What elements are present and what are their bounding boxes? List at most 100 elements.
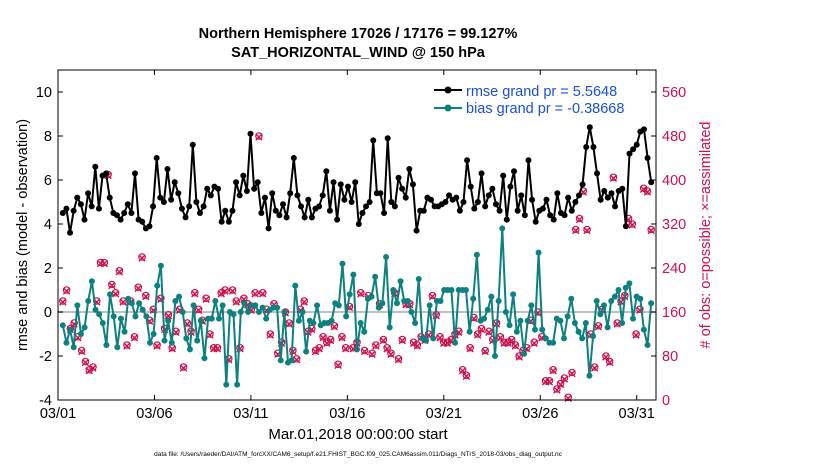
obs-assimilated-marker [485, 328, 493, 337]
rmse-point [168, 196, 175, 203]
bias-point [99, 320, 106, 326]
rmse-point [388, 199, 395, 205]
obs-assimilated-stroke [639, 185, 648, 194]
bias-point [88, 278, 95, 285]
obs-assimilated-stroke [134, 284, 142, 293]
bias-point [252, 302, 259, 309]
rmse-point [276, 212, 283, 219]
bias-point [568, 295, 575, 302]
bias-point [165, 317, 172, 324]
rmse-point [565, 194, 572, 201]
rmse-point [294, 192, 301, 199]
obs-assimilated-stroke [413, 342, 422, 350]
obs-possible-marker [108, 280, 116, 289]
x-tick-label: 03/26 [522, 406, 558, 422]
rmse-point [222, 207, 229, 214]
obs-possible-marker [111, 288, 120, 297]
obs-assimilated-stroke [477, 325, 486, 334]
obs-assimilated-marker [466, 345, 474, 353]
rmse-point [442, 199, 449, 205]
rmse-point [420, 207, 427, 214]
obs-assimilated-stroke [605, 358, 614, 367]
obs-possible-marker [372, 341, 380, 349]
bias-point [157, 262, 164, 269]
bias-point [132, 313, 139, 320]
rmse-point [193, 199, 200, 205]
obs-possible-marker [549, 365, 557, 374]
rmse-point [489, 185, 496, 192]
rmse-point [601, 188, 608, 194]
bias-point [611, 293, 618, 300]
obs-assimilated-marker [255, 133, 263, 141]
bias-point [128, 300, 135, 307]
obs-assimilated-marker [639, 185, 648, 194]
rmse-point [366, 199, 373, 205]
obs-assimilated-stroke [560, 375, 569, 383]
rmse-point [171, 179, 178, 186]
rmse-point [265, 225, 272, 232]
rmse-point [106, 194, 113, 201]
rmse-point [272, 207, 279, 214]
bias-point [648, 300, 655, 307]
rmse-point [164, 166, 171, 172]
obs-possible-marker [368, 349, 376, 358]
obs-possible-marker [564, 393, 573, 402]
bias-point [208, 315, 215, 322]
obs-assimilated-stroke [111, 290, 120, 298]
obs-possible-marker [191, 288, 199, 297]
rmse-point [460, 199, 467, 205]
obs-assimilated-stroke [556, 380, 565, 389]
bias-point [404, 298, 411, 304]
obs-assimilated-stroke [496, 334, 505, 342]
obs-assimilated-marker [609, 174, 618, 183]
obs-possible-marker [251, 288, 259, 297]
rmse-point [186, 203, 193, 210]
x-tick-label: 03/16 [329, 406, 365, 422]
bias-point [303, 348, 310, 355]
obs-possible-marker [315, 343, 324, 352]
obs-assimilated-marker [232, 298, 241, 306]
rmse-point [236, 192, 243, 199]
rmse-point [189, 141, 196, 148]
rmse-point [550, 216, 557, 223]
rmse-point [74, 194, 81, 201]
bias-point [70, 344, 77, 351]
obs-assimilated-marker [285, 320, 293, 328]
obs-possible-marker [123, 341, 131, 349]
rmse-point [196, 210, 203, 216]
chart-subtitle: SAT_HORIZONTAL_WIND @ 150 hPa [231, 45, 485, 61]
bias-point [183, 335, 190, 342]
bias-point [299, 309, 306, 315]
rmse-point [594, 170, 601, 177]
rmse-point [117, 216, 124, 223]
obs-assimilated-stroke [164, 312, 173, 320]
y-right-tick-label: 560 [662, 85, 686, 101]
rmse-point [471, 205, 478, 212]
y-right-tick-label: 480 [662, 129, 686, 145]
rmse-point [547, 212, 554, 219]
obs-possible-marker [413, 341, 422, 349]
rmse-point [640, 126, 647, 133]
rmse-point [395, 174, 402, 181]
rmse-point [247, 130, 254, 137]
rmse-point [503, 216, 510, 223]
obs-assimilated-marker [251, 290, 259, 298]
obs-assimilated-stroke [575, 215, 584, 224]
rmse-point [124, 201, 131, 208]
obs-possible-marker [583, 225, 591, 234]
obs-assimilated-stroke [334, 361, 342, 370]
bias-point [593, 298, 600, 304]
obs-possible-marker [511, 341, 520, 349]
obs-assimilated-stroke [240, 295, 248, 304]
bias-point [488, 293, 495, 300]
obs-assimilated-marker [605, 358, 614, 367]
obs-assimilated-stroke [617, 298, 625, 306]
obs-assimilated-stroke [602, 353, 610, 361]
obs-assimilated-marker [323, 339, 331, 348]
rmse-point [543, 196, 550, 203]
rmse-point [478, 170, 485, 177]
obs-possible-marker [153, 341, 161, 349]
obs-possible-marker [553, 385, 561, 393]
bias-point [143, 313, 150, 320]
obs-possible-marker [462, 371, 471, 380]
